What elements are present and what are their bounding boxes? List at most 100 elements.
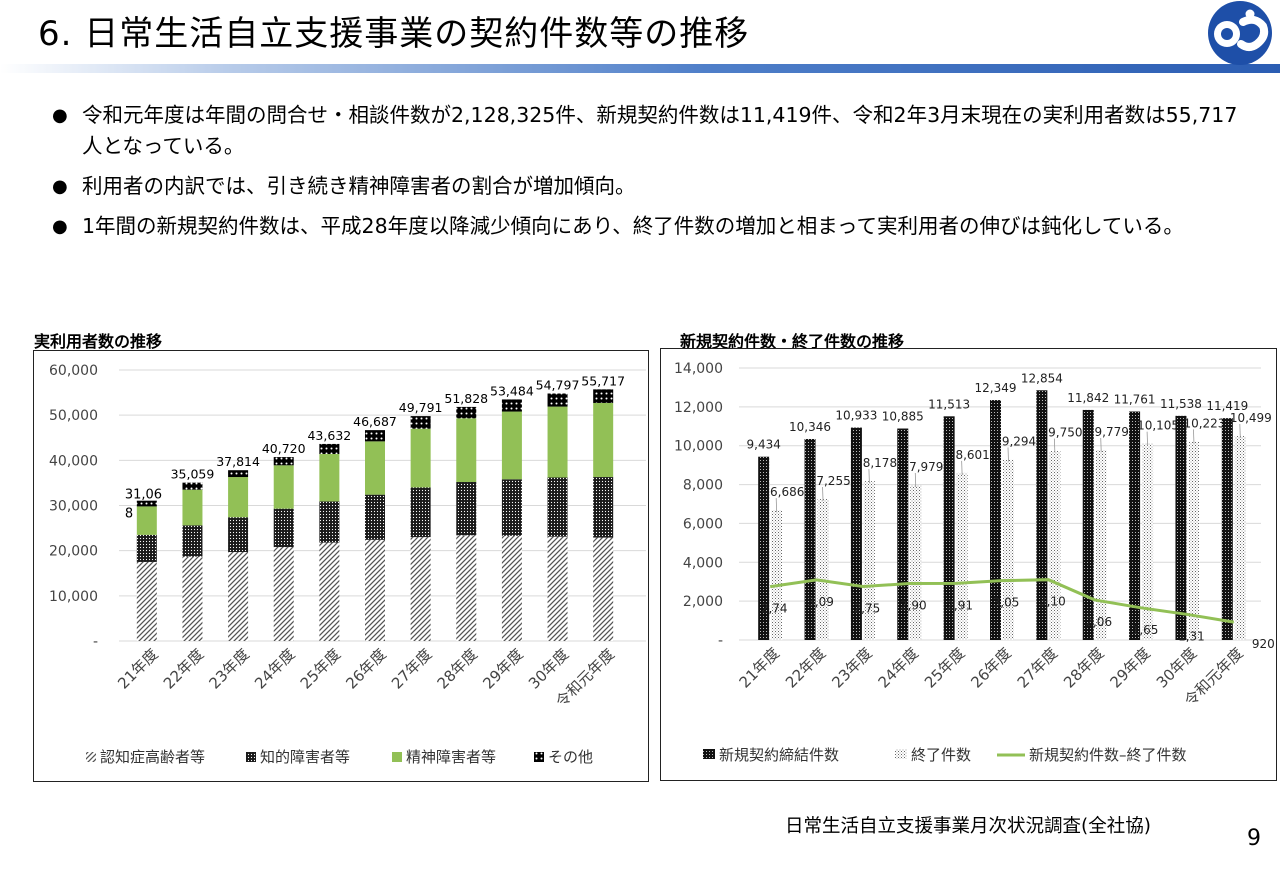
x-tick-label: 28年度 bbox=[1060, 644, 1107, 691]
legend-swatch bbox=[703, 749, 715, 759]
legend-label: 終了件数 bbox=[911, 746, 971, 764]
bar-segment bbox=[501, 411, 522, 480]
data-label-difference: 920 bbox=[1252, 637, 1275, 651]
total-label: 46,687 bbox=[353, 414, 397, 429]
bar-segment bbox=[593, 402, 614, 478]
bar-segment bbox=[593, 389, 614, 403]
y-tick-label: 2,000 bbox=[683, 594, 723, 610]
bar-segment bbox=[410, 537, 431, 641]
data-label-new: 11,513 bbox=[928, 397, 970, 411]
x-tick-label: 27年度 bbox=[1014, 644, 1061, 691]
bar-new-contracts bbox=[850, 427, 862, 640]
bullet-text: 利用者の内訳では、引き続き精神障害者の割合が増加傾向。 bbox=[82, 174, 636, 198]
data-label-new: 12,854 bbox=[1021, 371, 1063, 385]
data-label-end: 7,255 bbox=[816, 474, 850, 488]
total-label: 55,717 bbox=[581, 373, 625, 388]
legend-swatch bbox=[534, 752, 544, 762]
bar-new-contracts bbox=[897, 428, 909, 640]
x-tick-label: 24年度 bbox=[875, 644, 922, 691]
legend-label: その他 bbox=[548, 748, 593, 766]
bullet-dot-icon: ● bbox=[52, 176, 68, 197]
leader-line bbox=[914, 472, 917, 487]
leader-line bbox=[1146, 431, 1148, 446]
bar-terminations bbox=[817, 499, 829, 640]
bullet-dot-icon: ● bbox=[52, 216, 68, 237]
legend-swatch bbox=[392, 752, 402, 762]
bar-segment bbox=[410, 416, 431, 429]
leader-line bbox=[1053, 438, 1056, 453]
bar-new-contracts bbox=[990, 400, 1001, 640]
bar-segment bbox=[456, 535, 477, 641]
data-label-end: 10,223 bbox=[1183, 416, 1225, 430]
bar-segment bbox=[228, 477, 249, 518]
x-tick-label: 25年度 bbox=[297, 645, 344, 692]
chart-contracts-panel: - 2,000 4,000 6,000 8,000 10,000 12,000 14,000 9… bbox=[660, 348, 1277, 781]
chart-contracts-svg: - 2,000 4,000 6,000 8,000 10,000 12,000 14,000 9… bbox=[674, 361, 1275, 764]
bar-segment bbox=[319, 454, 340, 502]
chart-users-svg: - 10,000 20,000 30,000 40,000 50,000 60,000 31,… bbox=[49, 363, 646, 766]
x-tick-label: 28年度 bbox=[434, 645, 481, 692]
bar-terminations bbox=[1095, 450, 1107, 640]
total-label: 31,06 bbox=[125, 488, 162, 503]
bar-terminations bbox=[863, 481, 875, 640]
x-tick-label: 24年度 bbox=[251, 645, 298, 692]
data-label-difference: 1,31 bbox=[1178, 629, 1205, 643]
bar-terminations bbox=[910, 484, 922, 640]
bar-segment bbox=[547, 536, 568, 641]
bar-new-contracts bbox=[1175, 415, 1187, 640]
bar-segment bbox=[593, 537, 614, 641]
y-tick-label: 10,000 bbox=[49, 589, 98, 605]
data-label-new: 12,349 bbox=[975, 381, 1017, 395]
total-label: 49,791 bbox=[399, 400, 443, 415]
y-tick-label: 60,000 bbox=[49, 363, 98, 379]
bar-segment bbox=[228, 517, 249, 553]
data-label-difference: 2,74 bbox=[761, 602, 788, 616]
x-tick-label: 21年度 bbox=[736, 644, 783, 691]
bar-segment bbox=[547, 406, 568, 478]
total-label: 51,828 bbox=[444, 391, 488, 406]
bar-segment bbox=[182, 482, 203, 490]
legend-swatch bbox=[86, 752, 96, 762]
bar-terminations bbox=[1003, 459, 1014, 640]
data-label-difference: 2,90 bbox=[900, 599, 927, 613]
bullet-text: 令和元年度は年間の問合せ・相談件数が2,128,325件、新規契約件数は11,4… bbox=[82, 103, 1238, 158]
legend-label: 認知症高齢者等 bbox=[100, 748, 205, 766]
bar-segment bbox=[273, 457, 294, 466]
x-tick-label: 21年度 bbox=[114, 645, 161, 692]
y-tick-label: 20,000 bbox=[49, 544, 98, 560]
chart-users-panel: - 10,000 20,000 30,000 40,000 50,000 60,000 31,… bbox=[33, 350, 649, 782]
total-label: 54,797 bbox=[536, 378, 580, 393]
bar-segment bbox=[456, 418, 477, 483]
bar-segment bbox=[319, 542, 340, 641]
slide-title: 6. 日常生活自立支援事業の契約件数等の推移 bbox=[38, 14, 750, 54]
total-label: 37,814 bbox=[216, 454, 260, 469]
data-label-difference: 3,10 bbox=[1039, 595, 1066, 609]
x-tick-label: 27年度 bbox=[388, 645, 435, 692]
y-tick-label: - bbox=[93, 634, 98, 650]
leader-line bbox=[1100, 437, 1102, 453]
bar-terminations bbox=[1142, 443, 1154, 640]
data-label-difference: 3,09 bbox=[807, 595, 834, 609]
data-label-new: 10,346 bbox=[789, 420, 831, 434]
x-tick-label: 29年度 bbox=[479, 645, 526, 692]
data-label-difference: 2,06 bbox=[1085, 615, 1112, 629]
bar-terminations bbox=[956, 472, 968, 640]
total-label: 43,632 bbox=[307, 428, 351, 443]
x-tick-label: 23年度 bbox=[828, 644, 875, 691]
bar-segment bbox=[182, 525, 203, 557]
x-tick-label: 25年度 bbox=[921, 644, 968, 691]
data-label-end: 10,105 bbox=[1137, 419, 1179, 433]
y-tick-label: 4,000 bbox=[683, 555, 723, 571]
data-label-difference: 2,91 bbox=[946, 598, 973, 612]
data-label-end: 10,499 bbox=[1230, 411, 1272, 425]
chart-contracts-title: 新規契約件数・終了件数の推移 bbox=[680, 332, 905, 351]
bar-segment bbox=[228, 470, 249, 478]
bar-new-contracts bbox=[1129, 411, 1141, 640]
data-label-difference: 3,05 bbox=[993, 596, 1020, 610]
bar-segment bbox=[136, 506, 157, 535]
y-tick-label: 8,000 bbox=[683, 478, 723, 494]
bar-terminations bbox=[1234, 436, 1246, 640]
bar-segment bbox=[136, 561, 157, 641]
bar-segment bbox=[228, 552, 249, 641]
bar-segment bbox=[501, 399, 522, 412]
